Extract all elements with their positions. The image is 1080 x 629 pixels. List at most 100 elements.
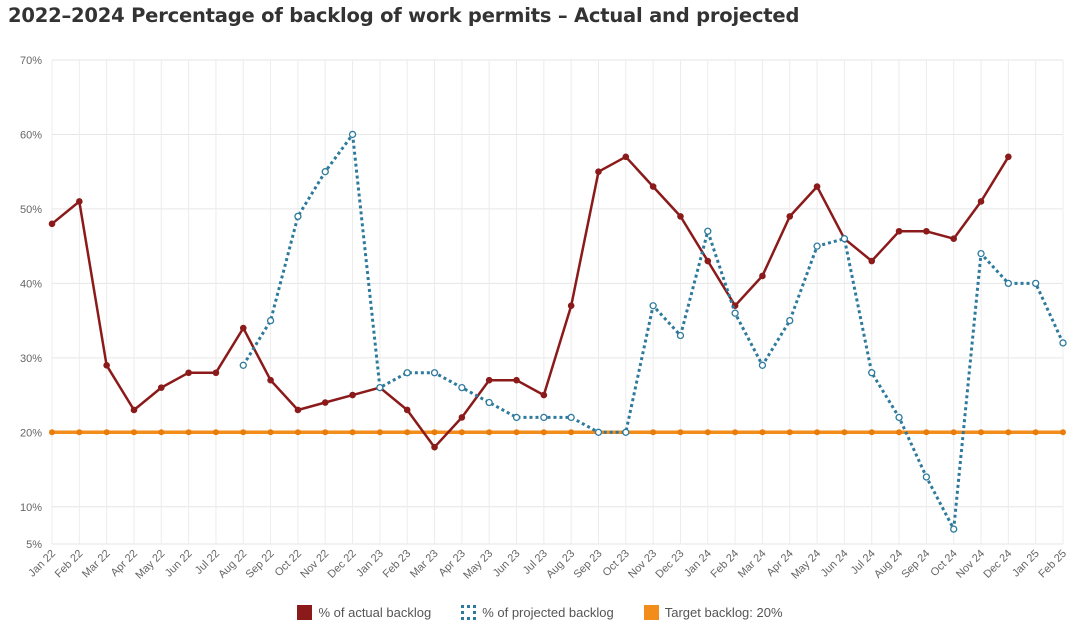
data-point-actual-backlog <box>895 227 903 235</box>
data-point-actual-backlog <box>950 235 958 243</box>
data-point-target-backlog <box>513 429 520 436</box>
x-tick-label: Aug 22 <box>216 548 249 581</box>
data-point-actual-backlog <box>103 361 110 369</box>
data-point-target-backlog <box>650 429 657 436</box>
data-point-actual-backlog <box>540 391 548 399</box>
x-tick-label: Dec 23 <box>653 548 686 581</box>
legend-item-actual[interactable]: % of actual backlog <box>297 604 431 620</box>
data-point-target-backlog <box>431 429 438 436</box>
data-point-actual-backlog <box>649 183 657 190</box>
data-point-projected-backlog <box>1004 279 1013 288</box>
data-point-target-backlog <box>130 429 137 436</box>
data-point-projected-backlog <box>321 168 329 176</box>
data-point-target-backlog <box>950 429 957 436</box>
data-point-actual-backlog <box>1005 153 1012 161</box>
data-point-actual-backlog <box>403 406 411 414</box>
data-point-target-backlog <box>1060 429 1066 436</box>
data-point-projected-backlog <box>676 331 685 340</box>
data-point-target-backlog <box>1005 429 1012 436</box>
data-point-target-backlog <box>185 429 192 436</box>
data-point-actual-backlog <box>431 443 438 451</box>
data-point-projected-backlog <box>376 383 384 392</box>
legend-label-projected: % of projected backlog <box>482 604 614 620</box>
data-point-projected-backlog <box>977 249 985 258</box>
y-tick-label: 10% <box>20 502 42 514</box>
data-point-target-backlog <box>103 429 110 436</box>
legend-swatch-projected <box>461 604 477 620</box>
data-point-target-backlog <box>896 429 903 436</box>
data-point-actual-backlog <box>567 302 575 310</box>
data-point-projected-backlog <box>403 369 411 377</box>
data-point-target-backlog <box>568 429 575 436</box>
chart-title: 2022–2024 Percentage of backlog of work … <box>8 4 800 27</box>
data-point-projected-backlog <box>731 309 739 317</box>
x-tick-label: May 23 <box>461 548 495 582</box>
data-point-projected-backlog <box>540 413 548 422</box>
data-point-projected-backlog <box>622 428 630 436</box>
y-tick-label: 30% <box>20 353 42 365</box>
data-point-projected-backlog <box>704 227 712 235</box>
data-point-target-backlog <box>404 429 411 436</box>
data-point-projected-backlog <box>512 413 521 422</box>
data-point-target-backlog <box>978 429 985 436</box>
data-point-actual-backlog <box>813 183 821 190</box>
x-tick-label: Mar 22 <box>80 548 113 581</box>
data-point-actual-backlog <box>267 376 274 384</box>
x-tick-label: Nov 24 <box>954 548 987 581</box>
x-tick-label: May 24 <box>789 548 823 582</box>
data-point-target-backlog <box>349 429 356 436</box>
data-point-target-backlog <box>923 429 930 436</box>
x-tick-label: Aug 23 <box>544 548 577 581</box>
data-point-actual-backlog <box>321 399 329 406</box>
data-point-projected-backlog <box>649 302 657 310</box>
data-point-actual-backlog <box>349 391 356 399</box>
data-point-target-backlog <box>267 429 274 436</box>
data-point-projected-backlog <box>266 316 275 325</box>
legend-item-projected[interactable]: % of projected backlog <box>461 604 614 620</box>
legend-swatch-actual <box>297 604 313 620</box>
data-point-actual-backlog <box>677 213 684 220</box>
y-tick-label: 5% <box>26 539 42 551</box>
y-tick-label: 60% <box>20 129 42 141</box>
y-tick-label: 70% <box>20 55 42 67</box>
data-point-target-backlog <box>868 429 875 436</box>
data-point-target-backlog <box>841 429 848 436</box>
x-tick-label: Mar 23 <box>408 548 441 581</box>
legend-item-target[interactable]: Target backlog: 20% <box>643 604 783 620</box>
x-tick-label: Sep 22 <box>244 548 277 581</box>
data-point-target-backlog <box>458 429 465 436</box>
x-tick-label: Jan 22 <box>26 548 58 580</box>
data-point-actual-backlog <box>595 168 602 175</box>
x-tick-label: Jan 25 <box>1010 548 1042 580</box>
data-point-actual-backlog <box>923 227 930 235</box>
x-tick-label: Feb 25 <box>1036 548 1069 581</box>
data-point-projected-backlog <box>840 235 849 243</box>
data-point-actual-backlog <box>786 213 794 220</box>
data-point-actual-backlog <box>977 198 985 205</box>
data-point-target-backlog <box>322 429 329 436</box>
data-point-actual-backlog <box>130 406 138 414</box>
x-tick-label: Jan 24 <box>682 548 714 580</box>
data-point-actual-backlog <box>48 220 56 228</box>
series-line-actual-backlog <box>51 155 1010 449</box>
legend-swatch-target <box>643 604 659 620</box>
data-point-target-backlog <box>814 429 821 436</box>
data-point-target-backlog <box>677 429 684 436</box>
data-point-target-backlog <box>759 429 766 436</box>
x-tick-label: Jan 23 <box>354 548 386 580</box>
data-point-actual-backlog <box>157 384 165 391</box>
x-tick-label: Sep 23 <box>571 548 604 581</box>
data-point-actual-backlog <box>622 153 630 161</box>
data-point-actual-backlog <box>485 376 493 384</box>
data-point-target-backlog <box>704 429 711 436</box>
data-point-projected-backlog <box>950 525 958 533</box>
chart-legend: % of actual backlog % of projected backl… <box>0 601 1080 623</box>
x-tick-label: Sep 24 <box>899 548 932 581</box>
data-point-projected-backlog <box>294 212 302 221</box>
data-point-target-backlog <box>1032 429 1039 436</box>
x-tick-label: Feb 22 <box>53 548 86 581</box>
data-point-projected-backlog <box>567 413 575 422</box>
data-point-target-backlog <box>540 429 547 436</box>
data-point-actual-backlog <box>212 369 220 377</box>
x-tick-label: Feb 23 <box>381 548 414 581</box>
